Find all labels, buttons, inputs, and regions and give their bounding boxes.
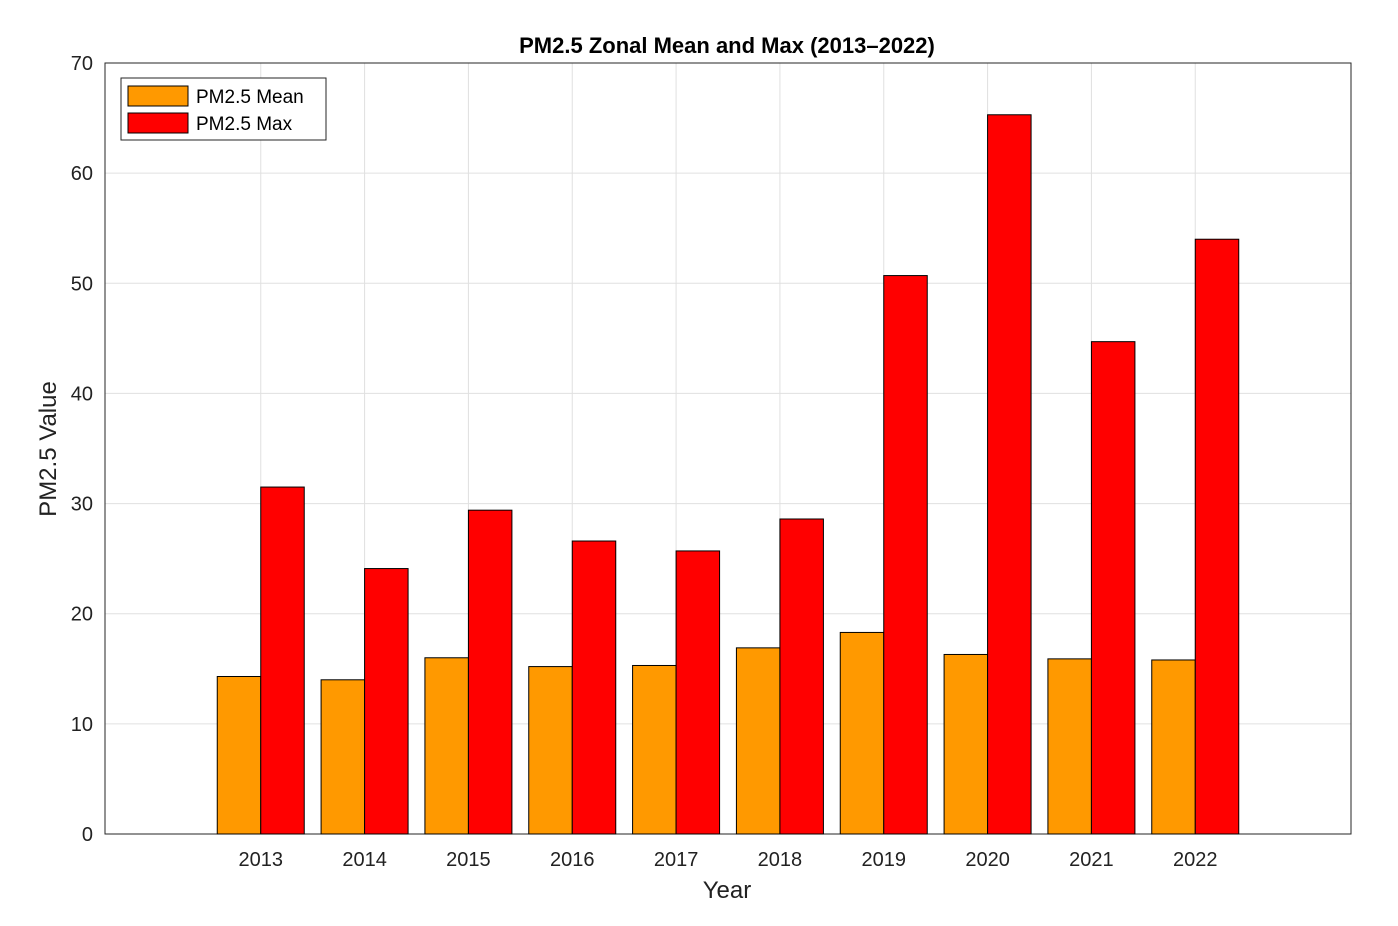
bar-max-2021	[1090, 341, 1136, 835]
bar-mean-2017	[632, 664, 677, 835]
bars	[216, 114, 1240, 835]
y-tick-label: 30	[71, 494, 93, 516]
bar-mean-2016	[528, 666, 573, 835]
bar-mean-2020	[943, 653, 989, 835]
y-tick-label: 40	[71, 383, 93, 405]
x-tick-label: 2016	[550, 849, 595, 871]
legend-swatch-mean	[127, 85, 189, 107]
y-tick-label: 70	[71, 53, 93, 75]
x-tick-label: 2013	[239, 849, 284, 871]
y-tick-label: 20	[71, 604, 93, 626]
bar-mean-2015	[424, 657, 469, 835]
x-tick-label: 2019	[862, 849, 907, 871]
x-tick-label: 2022	[1173, 849, 1218, 871]
y-tick-label: 50	[71, 273, 93, 295]
legend-swatch-max	[127, 112, 189, 134]
legend-label-mean: PM2.5 Mean	[196, 87, 304, 108]
bar-max-2020	[987, 114, 1032, 835]
x-tick-label: 2018	[758, 849, 803, 871]
bar-mean-2019	[839, 631, 885, 835]
bar-max-2015	[467, 509, 513, 835]
bar-mean-2018	[735, 647, 781, 835]
x-tick-labels: 2013 2014 2015 2016 2017 2018 2019 2020 2021 2022	[239, 849, 1218, 871]
bar-mean-2014	[320, 679, 366, 835]
bar-max-2018	[779, 518, 824, 835]
x-tick-label: 2020	[965, 849, 1010, 871]
bar-max-2017	[675, 550, 721, 835]
y-tick-label: 60	[71, 163, 93, 185]
bar-max-2013	[260, 486, 305, 835]
y-tick-label: 10	[71, 714, 93, 736]
x-tick-label: 2014	[342, 849, 387, 871]
bar-mean-2022	[1151, 659, 1196, 835]
x-tick-label: 2021	[1069, 849, 1114, 871]
y-tick-labels: 0 10 20 30 40 50 60 70	[71, 53, 93, 846]
bar-mean-2013	[216, 675, 262, 835]
x-tick-label: 2017	[654, 849, 699, 871]
bar-max-2016	[571, 540, 617, 835]
chart-title: PM2.5 Zonal Mean and Max (2013–2022)	[519, 33, 935, 58]
bar-max-2022	[1194, 238, 1240, 835]
legend: PM2.5 Mean PM2.5 Max	[120, 77, 327, 141]
bar-max-2014	[364, 568, 409, 835]
bar-max-2019	[883, 275, 928, 835]
bar-mean-2021	[1047, 658, 1092, 835]
x-tick-label: 2015	[446, 849, 491, 871]
axes-box	[104, 62, 1352, 835]
y-axis-label: PM2.5 Value	[35, 381, 62, 517]
x-axis-label: Year	[703, 877, 752, 904]
legend-label-max: PM2.5 Max	[196, 114, 293, 135]
y-tick-label: 0	[82, 824, 93, 846]
